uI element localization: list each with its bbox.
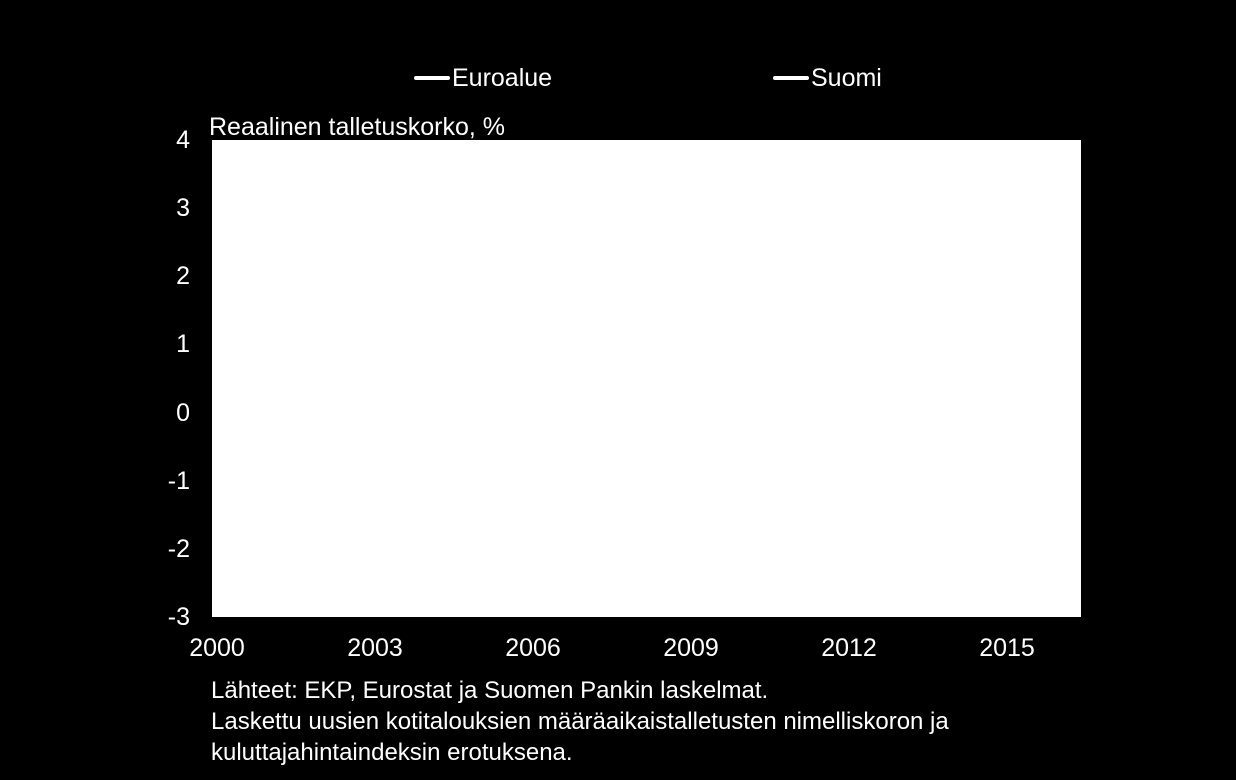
method-note-line-2: kuluttajahintaindeksin erotuksena. — [211, 739, 573, 766]
x-tick-label: 2003 — [347, 634, 403, 662]
legend-label-euroalue: Euroalue — [452, 64, 553, 92]
plot-svg — [212, 140, 1081, 617]
legend-item-suomi: Suomi — [773, 62, 882, 94]
legend-item-euroalue: Euroalue — [414, 62, 552, 94]
y-tick-label: 3 — [176, 194, 190, 223]
y-axis-title: Reaalinen talletuskorko, % — [209, 113, 505, 141]
x-tick-label: 2015 — [979, 634, 1035, 662]
legend-label-suomi: Suomi — [811, 64, 882, 92]
legend-swatch-euroalue — [414, 76, 450, 80]
x-tick-label: 2006 — [505, 634, 561, 662]
plot-area — [212, 140, 1081, 617]
y-tick-label: -3 — [167, 603, 190, 631]
x-tick-label: 2009 — [663, 634, 719, 662]
y-tick-label: 1 — [176, 330, 190, 359]
legend-swatch-suomi — [773, 76, 809, 80]
source-note: Lähteet: EKP, Eurostat ja Suomen Pankin … — [211, 677, 769, 704]
y-tick-label: 4 — [176, 126, 190, 154]
y-tick-label: 0 — [176, 398, 190, 427]
method-note-line-1: Laskettu uusien kotitalouksien määräaika… — [211, 708, 949, 735]
chart-legend: Euroalue Suomi — [0, 62, 1236, 94]
y-tick-label: -2 — [167, 534, 190, 563]
chart-notes: Lähteet: EKP, Eurostat ja Suomen Pankin … — [211, 675, 949, 768]
x-tick-label: 2000 — [189, 634, 245, 662]
x-tick-label: 2012 — [821, 634, 877, 662]
y-tick-label: -1 — [167, 466, 190, 495]
y-tick-label: 2 — [176, 262, 190, 291]
